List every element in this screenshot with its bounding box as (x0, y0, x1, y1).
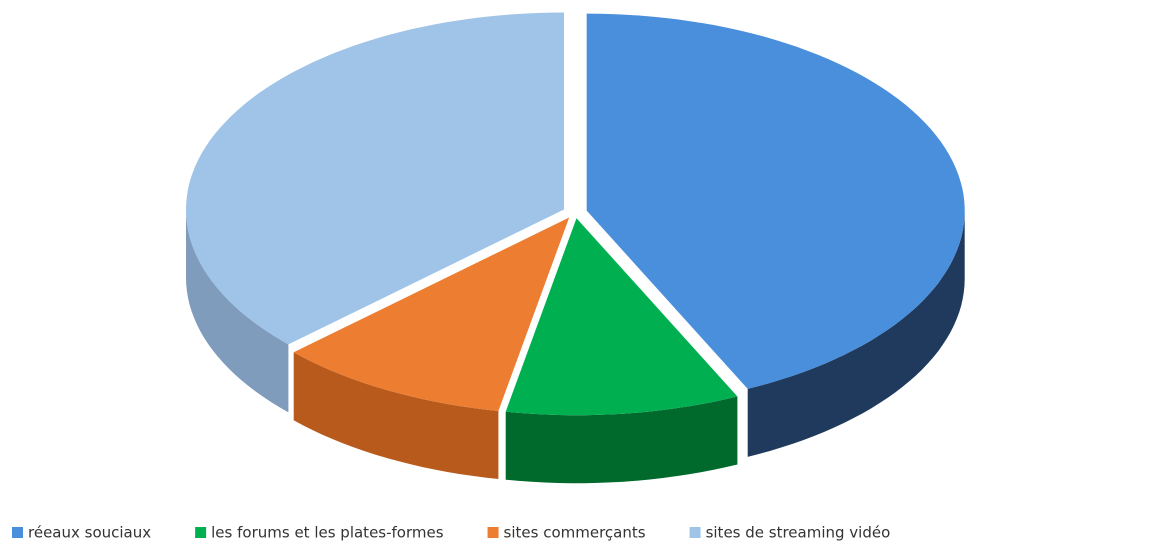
legend-swatch (487, 527, 499, 538)
legend-label: sites de streaming vidéo (706, 524, 891, 542)
slice (505, 218, 738, 416)
slice-side (293, 352, 499, 479)
legend: réeaux souciaux les forums et les plates-… (12, 524, 890, 542)
slice (186, 12, 564, 345)
legend-label: les forums et les plates-formes (211, 524, 444, 542)
slice (293, 217, 570, 411)
slice-side (505, 396, 738, 484)
legend-swatch (12, 527, 23, 538)
legend-label: sites commerçants (504, 524, 646, 542)
slice-side (186, 209, 289, 413)
legend-label: réeaux souciaux (28, 524, 151, 542)
legend-swatch (689, 527, 701, 538)
legend-swatch (195, 527, 207, 538)
slice (586, 13, 965, 389)
slice-side (747, 210, 965, 457)
